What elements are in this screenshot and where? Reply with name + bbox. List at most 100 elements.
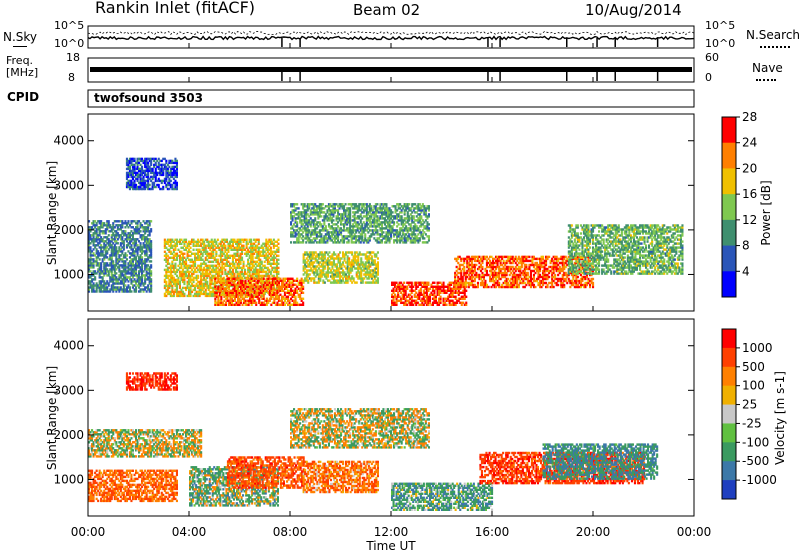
power-cell (175, 163, 178, 167)
power-cell (121, 252, 124, 255)
power-cell (138, 284, 141, 287)
power-cell (277, 238, 280, 241)
power-cell (94, 230, 97, 233)
power-cell (221, 244, 224, 247)
freq-trace (90, 67, 692, 81)
power-cell (204, 280, 207, 284)
power-cell (218, 268, 221, 272)
power-cell (248, 268, 251, 272)
power-cell (166, 286, 169, 290)
power-cell (218, 274, 221, 278)
power-cell (197, 258, 200, 261)
power-cell (88, 276, 91, 279)
power-cell (115, 276, 118, 279)
power-cell (209, 248, 212, 251)
power-cell (183, 286, 186, 290)
power-cell (228, 246, 231, 249)
power-cell (219, 252, 222, 255)
power-cell (244, 252, 247, 255)
power-cell (106, 280, 109, 283)
power-cell (88, 288, 91, 291)
power-cell (207, 284, 210, 288)
power-cell (163, 179, 166, 183)
power-cell (162, 163, 165, 167)
power-cell (197, 294, 200, 298)
power-cell (138, 220, 141, 223)
power-cell (206, 252, 209, 255)
power-cell (200, 274, 203, 278)
power-cell (144, 222, 147, 225)
power-cell (231, 274, 234, 278)
power-cell (310, 279, 313, 282)
power-cell (181, 240, 184, 243)
power-cell (95, 240, 98, 243)
power-cell (124, 284, 127, 287)
power-cell (139, 256, 142, 259)
power-cell (186, 268, 189, 272)
power-cell (150, 266, 153, 269)
power-cell (94, 290, 97, 293)
power-cell (107, 284, 110, 287)
power-cell (116, 266, 119, 269)
power-cell (92, 286, 95, 289)
power-cell (165, 276, 168, 280)
power-cell (133, 175, 136, 179)
power-cell (147, 169, 150, 173)
power-cell (250, 262, 253, 265)
power-cell (130, 183, 133, 187)
power-cell (203, 274, 206, 278)
power-cell (175, 256, 178, 259)
power-cell (150, 157, 153, 161)
power-cell (147, 230, 150, 233)
power-cell (115, 240, 118, 243)
power-cell (110, 248, 113, 251)
power-cell (118, 236, 121, 239)
power-cell (168, 266, 171, 270)
power-cell (195, 258, 198, 261)
power-cell (94, 276, 97, 279)
power-cell (174, 272, 177, 276)
power-cell (139, 163, 142, 167)
power-cell (247, 262, 250, 265)
power-cell (124, 234, 127, 237)
power-cell (188, 254, 191, 257)
power-cell (88, 230, 91, 233)
power-cell (197, 242, 200, 245)
power-cell (188, 240, 191, 243)
power-region (88, 220, 153, 293)
power-cell (144, 183, 147, 187)
power-cell (144, 262, 147, 265)
power-cell (145, 248, 148, 251)
power-cell (131, 234, 134, 237)
power-cell (127, 276, 130, 279)
power-cell (185, 272, 188, 276)
power-cell (150, 230, 153, 233)
power-cell (148, 187, 151, 191)
power-cell (172, 264, 175, 267)
power-cell (150, 282, 153, 285)
power-cell (119, 272, 122, 275)
power-cell (180, 290, 183, 294)
power-cell (172, 240, 175, 243)
power-cell (168, 292, 171, 296)
power-cell (127, 268, 130, 271)
power-cell (163, 165, 166, 169)
power-cell (128, 234, 131, 237)
power-cell (125, 278, 128, 281)
power-cell (277, 254, 280, 257)
power-cell (122, 270, 125, 273)
power-cell (95, 228, 98, 231)
power-cell (171, 161, 174, 165)
power-cell (169, 240, 172, 243)
power-cell (227, 256, 230, 259)
power-cell (247, 270, 250, 274)
power-cell (145, 169, 148, 173)
power-cell (131, 260, 134, 263)
power-cell (195, 256, 198, 259)
power-cell (141, 173, 144, 177)
power-cell (122, 248, 125, 251)
power-cell (206, 274, 209, 278)
power-cell (147, 288, 150, 291)
power-cell (206, 240, 209, 243)
power-cell (207, 256, 210, 259)
